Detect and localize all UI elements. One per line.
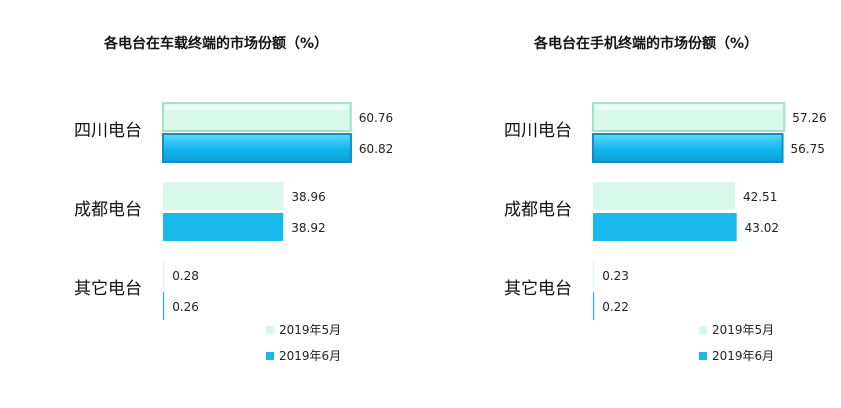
data-label: 60.76 (359, 111, 393, 125)
data-label: 42.51 (743, 190, 777, 204)
chart-left-svg: 四川电台 60.76 60.82 成都电台 38.96 38.92 其它电台 0.28 0.26… (74, 102, 393, 363)
legend-label: 2019年6月 (279, 349, 341, 363)
data-label: 60.82 (359, 142, 393, 156)
chart-title: 各电台在车载终端的市场份额（%） (104, 36, 329, 52)
data-label: 38.92 (291, 221, 325, 235)
chart-right-svg: 四川电台 57.26 56.75 成都电台 42.51 43.02 其它电台 0.23 0.22… (504, 102, 827, 363)
category-label: 成都电台 (504, 200, 572, 220)
legend-swatch (266, 352, 274, 360)
bar-may (593, 182, 735, 210)
category-label: 四川电台 (504, 121, 572, 141)
bar-june (593, 213, 737, 241)
legend-label: 2019年5月 (712, 323, 774, 337)
bar-may (593, 261, 595, 289)
bar-highlight (165, 105, 349, 110)
data-label: 43.02 (745, 221, 779, 235)
data-label: 0.23 (602, 269, 629, 283)
data-label: 38.96 (291, 190, 325, 204)
category-label: 成都电台 (74, 200, 142, 220)
category-label: 其它电台 (74, 279, 142, 299)
bar-june (593, 292, 595, 320)
bar-june (592, 133, 784, 163)
legend-swatch (699, 326, 707, 334)
chart-title: 各电台在手机终端的市场份额（%） (534, 36, 759, 52)
chart-left: 各电台在车载终端的市场份额（%） 四川电台 60.76 60.82 成都电台 38.96… (0, 0, 420, 408)
bar-june (163, 213, 284, 241)
category-label: 四川电台 (74, 121, 142, 141)
data-label: 0.28 (172, 269, 199, 283)
bar-may (163, 261, 165, 289)
bar-june (162, 133, 352, 163)
category-label: 其它电台 (504, 279, 572, 299)
legend-swatch (266, 326, 274, 334)
bar-june (163, 292, 165, 320)
legend-label: 2019年5月 (279, 323, 341, 337)
data-label: 56.75 (791, 142, 825, 156)
legend-label: 2019年6月 (712, 349, 774, 363)
data-label: 57.26 (792, 111, 826, 125)
bar-may (163, 182, 284, 210)
chart-right: 各电台在手机终端的市场份额（%） 四川电台 57.26 56.75 成都电台 42.51… (420, 0, 841, 408)
bar-highlight (595, 105, 783, 110)
data-label: 0.26 (172, 300, 199, 314)
legend-swatch (699, 352, 707, 360)
data-label: 0.22 (602, 300, 629, 314)
